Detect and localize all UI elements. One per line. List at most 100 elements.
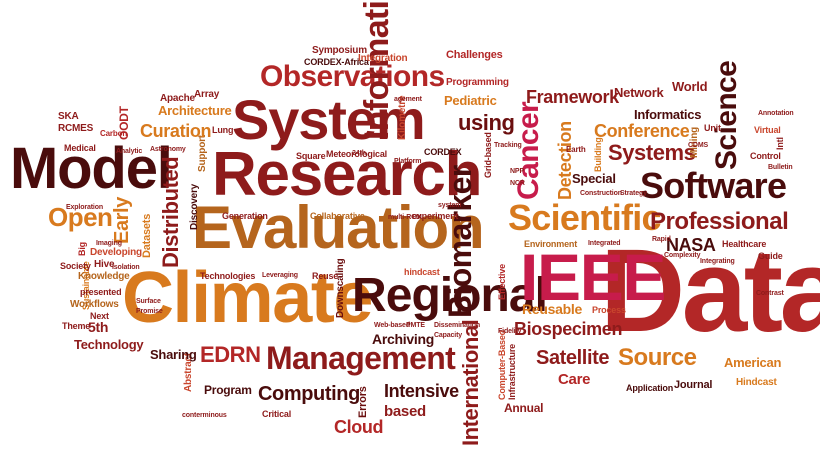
word-research: Research bbox=[212, 140, 483, 209]
word-infrastructure: Infrastructure bbox=[507, 344, 517, 400]
word-array: Array bbox=[194, 89, 220, 100]
word-collaborative: Collaborative bbox=[310, 211, 365, 221]
word-journal: Journal bbox=[674, 379, 713, 391]
word-data: Data bbox=[600, 225, 820, 357]
word-system: System bbox=[232, 88, 426, 151]
word-intensive: Intensive bbox=[384, 381, 459, 401]
word-satellite: Satellite bbox=[536, 347, 610, 369]
word-evaluation: Evaluation bbox=[192, 194, 485, 261]
word-fifth: 5th bbox=[88, 319, 109, 335]
word-integrated: Integrated bbox=[588, 240, 621, 247]
word-cordex: CORDEX bbox=[424, 147, 462, 157]
word-care: Care bbox=[558, 371, 591, 388]
word-using: using bbox=[458, 110, 515, 135]
word-climate: Climate bbox=[122, 258, 373, 338]
word-datasets: Datasets bbox=[141, 213, 153, 258]
word-ska: SKA bbox=[58, 111, 79, 122]
word-annotation: Annotation bbox=[758, 110, 794, 117]
word-multi-rcm: multi-RCM bbox=[388, 214, 422, 221]
word-integration: Integration bbox=[358, 53, 408, 64]
word-isolation: Isolation bbox=[112, 264, 140, 271]
word-management: Management bbox=[266, 340, 456, 376]
word-meteorological: Meteorological bbox=[326, 149, 387, 159]
word-building: Building bbox=[593, 137, 603, 172]
word-earth: Earth bbox=[566, 145, 586, 154]
word-square: Square bbox=[296, 151, 326, 161]
word-cdms: CDMS bbox=[688, 142, 709, 149]
word-reuse: Reuse bbox=[312, 271, 339, 281]
word-npp: NPP bbox=[510, 168, 524, 175]
word-detection: Detection bbox=[555, 121, 575, 200]
word-big: Big bbox=[77, 242, 87, 256]
word-program: Program bbox=[204, 383, 252, 397]
word-distributed: Distributed bbox=[158, 156, 183, 268]
word-system-small: system bbox=[438, 202, 462, 209]
word-scientific: Scientific bbox=[508, 197, 662, 238]
word-ncr: NCR bbox=[510, 180, 525, 187]
word-informatics: Informatics bbox=[634, 107, 702, 122]
word-observations: Observations bbox=[260, 60, 445, 93]
word-open: Open bbox=[48, 202, 113, 232]
word-rcmes: RCMES bbox=[58, 123, 94, 134]
word-computing: Computing bbox=[258, 383, 360, 405]
word-world: World bbox=[672, 79, 708, 94]
word-developing: Developing bbox=[90, 247, 142, 258]
word-nasa: NASA bbox=[666, 235, 716, 255]
word-web-based: Web-based bbox=[374, 322, 410, 329]
word-discovery: Discovery bbox=[189, 183, 200, 230]
word-platform: Platform bbox=[394, 158, 422, 165]
word-control: Control bbox=[750, 151, 781, 161]
word-application: Application bbox=[626, 383, 674, 393]
word-challenges: Challenges bbox=[446, 49, 503, 61]
word-virtual: Virtual bbox=[754, 125, 781, 135]
word-cordex-africa: CORDEX-Africa bbox=[304, 57, 369, 67]
word-exploration: Exploration bbox=[66, 204, 103, 211]
word-next: Next bbox=[90, 311, 109, 321]
word-archiving: Archiving bbox=[372, 331, 435, 347]
word-downscaling: Downscaling bbox=[335, 258, 346, 318]
word-ieee: IEEE bbox=[520, 240, 666, 314]
word-model: Model bbox=[10, 136, 173, 201]
word-based: based bbox=[384, 403, 426, 420]
word-generation: Generation bbox=[222, 211, 268, 221]
word-early: Early bbox=[111, 197, 133, 244]
word-architecture: Architecture bbox=[158, 103, 232, 118]
word-complexity: Complexity bbox=[664, 252, 701, 259]
word-process: Process bbox=[592, 305, 626, 315]
word-leveraging: Leveraging bbox=[262, 272, 298, 279]
word-society: Society bbox=[60, 261, 91, 271]
word-regional: Regional bbox=[352, 269, 548, 322]
word-systems: Systems bbox=[608, 140, 696, 165]
word-edrn: EDRN bbox=[200, 342, 261, 367]
word-pmte: PMTE bbox=[406, 322, 425, 329]
word-workflows: Workflows bbox=[70, 299, 119, 310]
word-lung: Lung bbox=[212, 125, 234, 135]
word-network: Network bbox=[614, 85, 664, 100]
word-effective: Effective bbox=[497, 264, 507, 300]
word-reusable: Reusable bbox=[522, 301, 583, 317]
word-presented: presented bbox=[80, 287, 122, 297]
word-curation: Curation bbox=[140, 121, 212, 141]
word-construction: Construction bbox=[580, 190, 622, 197]
word-science: Science bbox=[710, 60, 743, 170]
word-bulletin: Bulletin bbox=[768, 164, 793, 171]
word-fidelity: Fidelity bbox=[498, 328, 522, 335]
word-surface: Surface bbox=[136, 298, 161, 305]
word-promise: Promise bbox=[136, 308, 163, 315]
word-professional: Professional bbox=[650, 208, 789, 235]
word-apache: Apache bbox=[160, 93, 195, 104]
word-imaging: Imaging bbox=[96, 240, 122, 247]
word-medical: Medical bbox=[64, 143, 96, 153]
word-conterminous: conterminous bbox=[182, 412, 227, 419]
word-agement: agement bbox=[394, 96, 422, 103]
word-computer-based: Computer-Based bbox=[497, 330, 507, 400]
word-24th: 24th bbox=[352, 150, 366, 157]
word-technology: Technology bbox=[74, 337, 144, 352]
word-hive: Hive bbox=[94, 259, 115, 270]
word-knowledge: Knowledge bbox=[78, 271, 130, 282]
word-hindcast2: Hindcast bbox=[736, 377, 777, 388]
word-symposium: Symposium bbox=[312, 45, 367, 56]
word-special: Special bbox=[572, 171, 616, 186]
word-healthcare: Healthcare bbox=[722, 239, 767, 249]
